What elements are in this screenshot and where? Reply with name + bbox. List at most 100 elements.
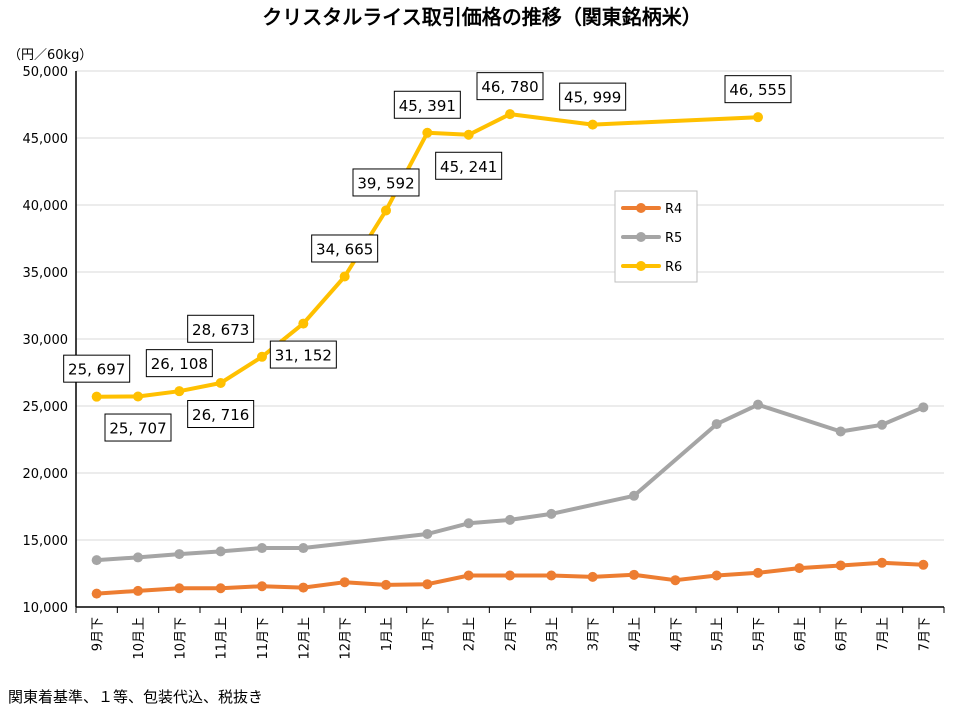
data-label-text: 26, 716 [192, 406, 249, 424]
data-point [546, 508, 557, 519]
x-tick-label: 1月上 [380, 617, 395, 651]
data-label-box [352, 168, 420, 197]
x-tick-label: 12月上 [297, 617, 312, 660]
data-point [381, 579, 391, 590]
y-tick-label: 25,000 [23, 400, 69, 415]
x-tick-label: 3月下 [587, 617, 602, 651]
x-tick-label: 10月上 [132, 617, 147, 660]
data-point [422, 127, 433, 138]
data-point [587, 119, 598, 130]
data-label-box [393, 90, 461, 119]
data-point [298, 543, 309, 554]
series-R4 [91, 557, 929, 599]
x-tick-label: 11月上 [215, 617, 230, 660]
data-label: 28, 673 [187, 314, 255, 343]
chart-title: クリスタルライス取引価格の推移（関東銘柄米） [262, 5, 701, 29]
data-label: 25, 707 [104, 413, 172, 442]
data-label: 45, 999 [559, 82, 627, 111]
x-tick-label: 7月上 [876, 617, 891, 651]
y-tick-label: 45,000 [23, 132, 69, 147]
data-point [546, 570, 557, 581]
x-tick-label: 11月下 [256, 617, 271, 660]
data-point [215, 583, 226, 594]
data-label-text: 34, 665 [316, 240, 373, 258]
legend-item-R4: R4 [621, 202, 682, 217]
data-point [133, 585, 143, 596]
data-point [835, 560, 846, 571]
data-label-box [559, 82, 627, 111]
data-point [794, 563, 805, 574]
legend-swatch-marker [636, 232, 646, 242]
y-tick-label: 10,000 [23, 601, 69, 616]
data-point [753, 399, 763, 410]
x-tick-label: 9月下 [91, 617, 106, 651]
data-label: 25, 697 [63, 354, 131, 383]
data-label-box [187, 400, 255, 429]
data-point [505, 570, 515, 581]
data-point [877, 557, 887, 568]
data-point [257, 581, 267, 592]
x-tick-label: 2月上 [463, 617, 478, 651]
y-tick-label: 35,000 [23, 266, 69, 281]
data-point [505, 514, 515, 525]
y-tick-label: 40,000 [23, 199, 69, 214]
data-label: 26, 716 [187, 400, 255, 429]
legend-swatch-marker [636, 203, 646, 213]
x-tick-label: 5月上 [711, 617, 726, 651]
data-point [91, 391, 102, 402]
data-label-box [311, 234, 379, 263]
data-label-box [476, 72, 544, 101]
data-label-text: 31, 152 [275, 347, 332, 365]
data-labels: 25, 697 25, 707 26, 108 26, 716 28, 673 31, 1… [63, 72, 792, 442]
data-point [753, 567, 763, 578]
series-group [91, 109, 929, 599]
data-label: 26, 108 [145, 349, 213, 378]
legend: R4 R5 R6 [614, 190, 698, 283]
y-tick-label: 15,000 [23, 534, 69, 549]
data-label-text: 25, 707 [109, 420, 166, 438]
data-point [339, 577, 350, 588]
data-label-text: 39, 592 [357, 174, 414, 192]
data-point [753, 112, 763, 123]
data-point [877, 419, 887, 430]
data-label-box [269, 340, 337, 369]
y-tick-label: 50,000 [23, 65, 69, 80]
x-tick-label: 4月上 [628, 617, 643, 651]
data-point [133, 552, 143, 563]
data-label: 39, 592 [352, 168, 420, 197]
data-point [918, 402, 929, 413]
data-point [91, 588, 102, 599]
legend-label: R6 [665, 260, 682, 275]
data-point [629, 490, 639, 501]
data-point [670, 575, 681, 586]
data-point [133, 391, 143, 402]
data-label-text: 45, 391 [399, 97, 456, 115]
data-label-box [435, 151, 503, 180]
data-point [711, 419, 722, 430]
data-label-text: 28, 673 [192, 321, 249, 339]
x-tick-label: 7月下 [917, 617, 932, 651]
data-label-text: 25, 697 [68, 361, 125, 379]
data-point [257, 351, 267, 362]
data-label: 46, 780 [476, 72, 544, 101]
footnote: 関東着基準、１等、包装代込、税抜き [8, 688, 263, 706]
data-point [215, 378, 226, 389]
x-tick-label: 1月下 [421, 617, 436, 651]
x-tick-label: 3月上 [545, 617, 560, 651]
axes: 10,000 15,000 20,000 25,000 30,000 35,000 40,0… [23, 65, 945, 660]
data-point [463, 129, 474, 140]
data-point [505, 109, 515, 120]
grid-lines [76, 70, 944, 541]
data-label-box [104, 413, 172, 442]
legend-item-R5: R5 [621, 231, 682, 246]
legend-label: R5 [665, 231, 682, 246]
data-point [339, 271, 350, 282]
data-point [257, 543, 267, 554]
data-label-box [63, 354, 131, 383]
x-tick-label: 10月下 [173, 617, 188, 660]
data-point [91, 555, 102, 566]
x-tick-label: 6月上 [793, 617, 808, 651]
data-label-text: 45, 241 [440, 158, 497, 176]
